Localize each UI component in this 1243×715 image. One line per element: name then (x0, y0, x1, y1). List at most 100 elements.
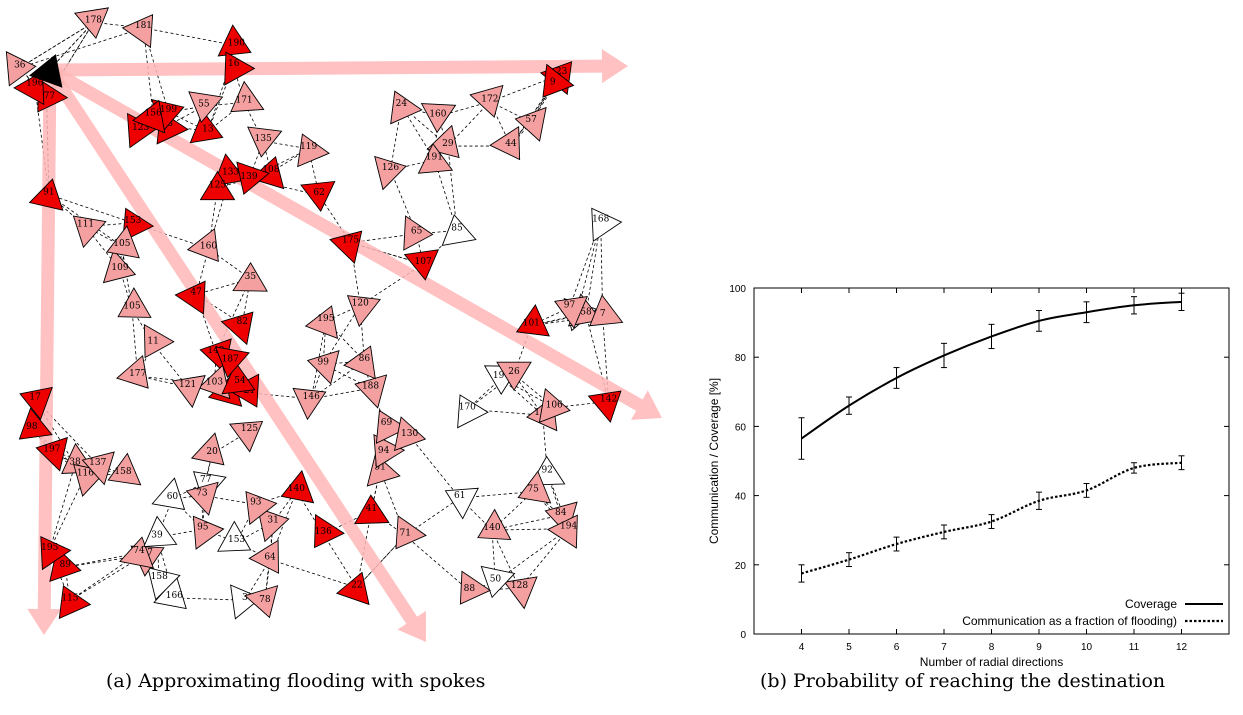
network-node: 188 (354, 374, 388, 409)
network-node: 75 (517, 470, 552, 504)
node-label: 11 (147, 337, 158, 347)
network-node: 78 (244, 585, 279, 619)
node-label: 13 (202, 124, 214, 134)
node-triangle (185, 481, 219, 516)
node-triangle (18, 407, 53, 440)
node-label: 39 (151, 530, 163, 540)
node-label: 119 (300, 142, 317, 152)
x-tick-label: 12 (1176, 642, 1188, 653)
network-node: 191 (417, 142, 454, 174)
network-node: 31 (257, 507, 290, 543)
spoke-arrowhead (630, 390, 662, 420)
network-node: 115 (58, 585, 92, 620)
node-triangle (35, 436, 69, 472)
node-label: 47 (190, 288, 202, 298)
network-node: 168 (591, 207, 623, 242)
node-label: 172 (481, 95, 498, 105)
coverage-chart: 4 5 6 7 8 9 10 11 12 0 20 40 60 80 100 Number of radi… (707, 284, 1230, 669)
network-node: 91 (28, 178, 64, 211)
node-triangle (228, 420, 264, 453)
node-triangle (373, 434, 406, 469)
node-label: 136 (315, 527, 332, 537)
spoke-shaft (44, 66, 418, 624)
node-label: 177 (38, 92, 55, 102)
network-node: 153 (122, 207, 155, 242)
network-node: 64 (248, 539, 279, 574)
node-triangle (314, 513, 345, 549)
spoke-network-diagram: 1311751881663547172184135177146245884128… (5, 7, 662, 642)
node-triangle (107, 452, 142, 486)
node-triangle (132, 99, 166, 134)
node-label: 116 (77, 468, 94, 478)
node-label: 36 (14, 61, 26, 71)
network-node: 103 (198, 364, 231, 400)
node-triangle (247, 126, 283, 158)
node-triangle (591, 207, 623, 242)
network-node: 158 (147, 567, 181, 601)
series-line (801, 461, 1182, 575)
node-triangle (589, 294, 624, 327)
network-node: 7 (589, 294, 624, 327)
network-node: 106 (538, 387, 571, 424)
node-label: 22 (351, 581, 362, 591)
x-tick-label: 5 (846, 642, 852, 653)
network-node: 125 (199, 170, 236, 201)
network-node: 101 (515, 304, 550, 337)
node-triangle (192, 515, 225, 550)
node-triangle (171, 375, 206, 409)
node-triangle (244, 585, 279, 619)
node-label: 51 (374, 462, 385, 472)
node-label: 88 (464, 584, 476, 594)
network-node: 194 (546, 514, 578, 549)
node-triangle (121, 14, 154, 49)
node-triangle (403, 215, 434, 251)
node-triangle (58, 585, 92, 620)
node-label: 121 (179, 380, 196, 390)
spoke-arrowhead (27, 608, 62, 635)
series-line (800, 300, 1182, 440)
network-node: 175 (329, 230, 363, 265)
node-label: 58 (580, 307, 592, 317)
node-triangle (403, 249, 440, 281)
network-node: 35 (232, 261, 268, 292)
node-label: 38 (69, 458, 81, 468)
network-node: 140 (477, 508, 512, 541)
node-triangle (489, 125, 521, 161)
network-node: 187 (214, 346, 250, 379)
node-label: 135 (255, 134, 272, 144)
source-node (29, 54, 63, 88)
y-tick-label: 0 (740, 630, 746, 641)
node-label: 7 (600, 309, 606, 319)
network-edge (69, 552, 140, 601)
network-edge (34, 85, 50, 195)
series-communication (798, 455, 1185, 583)
network-edge (34, 399, 99, 466)
network-node: 94 (373, 434, 406, 469)
node-triangle (143, 515, 178, 548)
network-node: 130 (393, 416, 427, 452)
network-node: 44 (489, 125, 521, 161)
network-node: 20 (190, 432, 225, 466)
node-label: 195 (41, 543, 58, 553)
network-edge (49, 475, 86, 551)
x-tick-label: 8 (989, 642, 995, 653)
node-triangle (477, 508, 512, 541)
node-triangle (587, 390, 622, 424)
node-label: 158 (114, 467, 131, 477)
network-node: 109 (102, 249, 137, 284)
node-label: 50 (490, 575, 502, 585)
network-node: 69 (375, 409, 408, 444)
node-label: 60 (167, 492, 179, 502)
network-node: 139 (236, 161, 270, 196)
node-triangle (515, 304, 550, 337)
node-label: 156 (145, 108, 162, 118)
node-label: 197 (43, 444, 60, 454)
network-edge (569, 221, 602, 308)
node-triangle (329, 230, 363, 265)
node-label: 94 (378, 446, 390, 456)
network-node: 135 (247, 126, 283, 158)
network-node: 140 (280, 469, 315, 504)
node-label: 105 (113, 239, 130, 249)
chart-series (798, 292, 1185, 583)
network-node: 172 (469, 84, 504, 118)
